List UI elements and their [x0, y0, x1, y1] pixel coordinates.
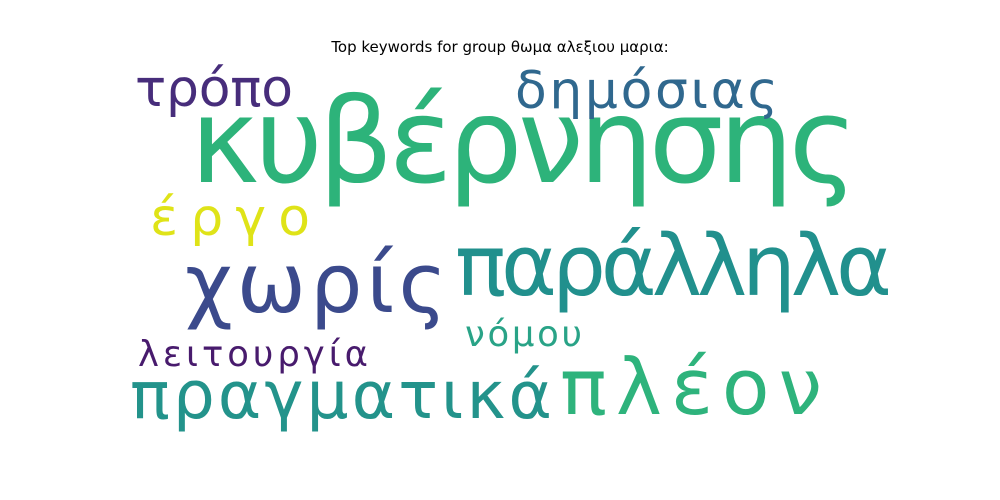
- word-6: δημόσιας: [515, 61, 778, 121]
- word-3: χωρίς: [185, 236, 447, 332]
- word-7: τρόπο: [135, 59, 293, 119]
- chart-title: Top keywords for group θωμα αλεξιου μαρι…: [331, 38, 669, 56]
- word-1: κυβέρνησης: [190, 72, 858, 210]
- word-4: πλέον: [560, 343, 822, 433]
- word-10: νόμου: [465, 314, 582, 355]
- word-5: πραγματικά: [130, 357, 552, 434]
- word-9: λειτουργία: [138, 334, 368, 375]
- word-2: παράλληλα: [455, 217, 892, 316]
